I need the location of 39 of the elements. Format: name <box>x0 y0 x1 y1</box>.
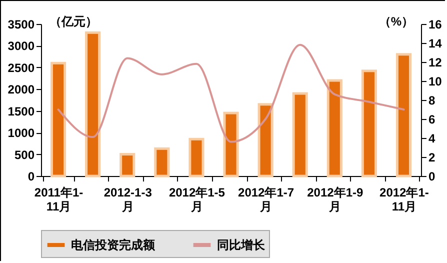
x-tick-label: 2012年1-5月 <box>168 186 226 214</box>
bar <box>292 92 308 178</box>
y-tick-label: 500 <box>14 148 35 162</box>
y2-tick-label: 6 <box>428 112 436 126</box>
x-tick-label: 2012年1-7月 <box>238 186 294 214</box>
y2-tick-label: 16 <box>428 18 442 32</box>
bar <box>326 79 342 178</box>
x-tick-label: 2012年1-9月 <box>307 186 364 214</box>
y2-tick-label: 12 <box>428 56 442 70</box>
y-tick-label: 2500 <box>8 60 35 75</box>
y-axis-title: （亿元） <box>50 14 98 28</box>
y2-tick-label: 14 <box>428 36 442 50</box>
bar <box>396 53 412 178</box>
bar <box>85 31 101 178</box>
bar <box>188 138 204 178</box>
x-tick-label: 2012年1-11月 <box>380 186 429 214</box>
y-tick-label: 1000 <box>8 126 35 140</box>
legend-label: 电信投资完成额 <box>71 238 156 252</box>
bar <box>120 153 136 178</box>
bar <box>361 70 377 178</box>
line-series <box>57 44 405 143</box>
bar <box>154 147 170 178</box>
legend-label: 同比增长 <box>217 238 266 252</box>
bar <box>50 62 66 178</box>
y2-tick-label: 0 <box>428 170 436 184</box>
y2-tick-label: 2 <box>428 150 436 164</box>
y2-tick-label: 4 <box>428 132 436 146</box>
x-tick-label: 2011年1-11月 <box>34 186 84 214</box>
y-tick-label: 2000 <box>8 82 35 97</box>
y-tick-label: 0 <box>28 170 35 184</box>
y2-axis-title: （%） <box>378 14 414 28</box>
x-tick-label: 2012-1-3月 <box>104 186 152 214</box>
y-tick-label: 3000 <box>8 39 35 54</box>
y-tick-label: 3500 <box>8 18 35 32</box>
y-tick-label: 1500 <box>8 104 35 118</box>
bar <box>223 112 239 178</box>
bar <box>258 103 274 178</box>
y2-tick-label: 8 <box>428 94 436 108</box>
y2-tick-label: 10 <box>428 74 442 88</box>
